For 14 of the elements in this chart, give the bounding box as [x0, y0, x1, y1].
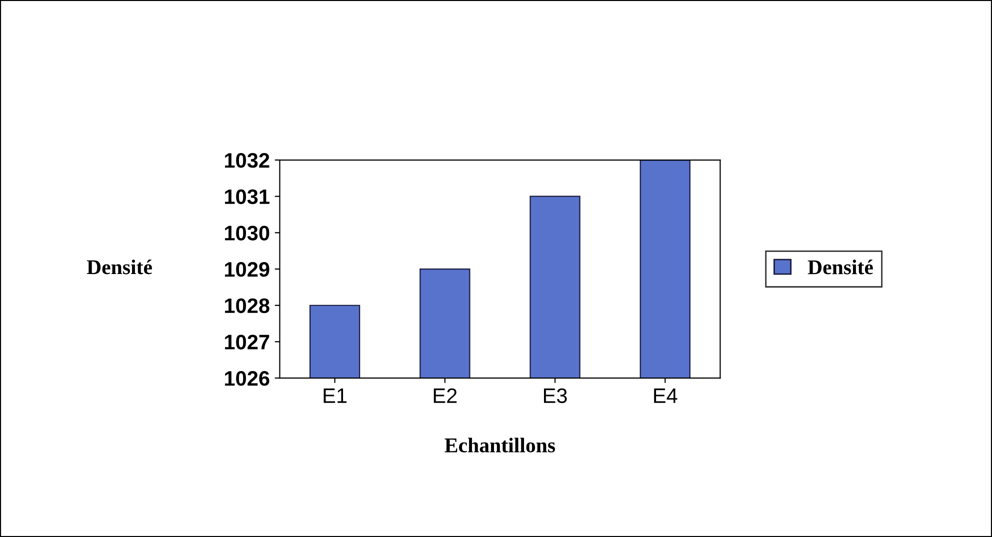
y-tick-label: 1028 — [224, 298, 270, 314]
y-axis-title: Densité — [86, 260, 152, 274]
y-tick-label: 1029 — [224, 262, 270, 277]
y-tick-label: 1031 — [224, 189, 270, 204]
legend-label: Densité — [808, 260, 873, 274]
x-tick-label: E1 — [324, 388, 347, 403]
x-tick-label: E4 — [654, 388, 678, 403]
y-tick-label: 1026 — [224, 371, 270, 386]
y-tick-label: 1032 — [224, 153, 270, 168]
x-axis-title: Echantillons — [444, 438, 556, 452]
x-tick-label: E3 — [544, 388, 567, 404]
x-tick-label: E2 — [434, 388, 457, 403]
y-tick-label: 1030 — [224, 226, 270, 240]
y-tick-label: 1027 — [224, 334, 270, 350]
